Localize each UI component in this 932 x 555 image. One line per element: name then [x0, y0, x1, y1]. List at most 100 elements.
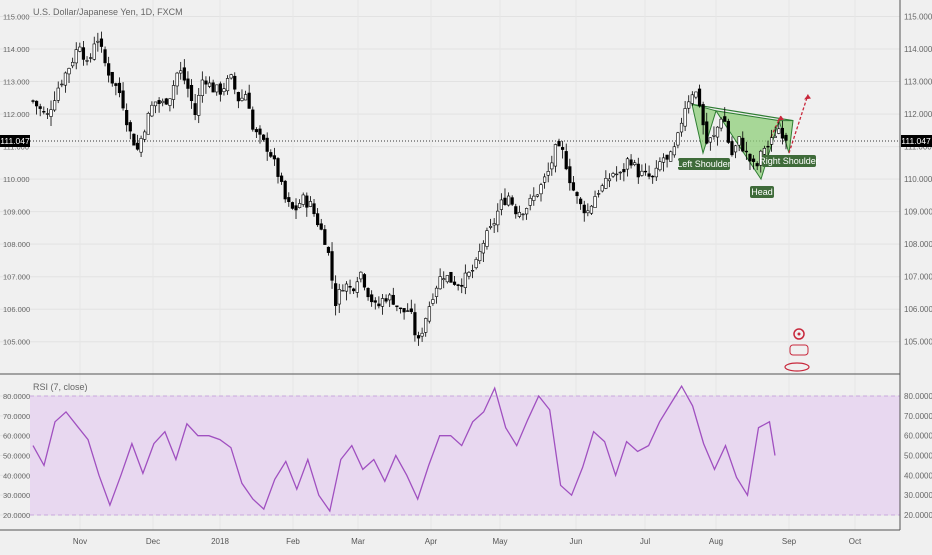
head-text: Head — [751, 187, 773, 197]
candle-down — [279, 175, 284, 182]
candle-down — [384, 298, 388, 302]
candle-up — [92, 43, 96, 60]
candle-up — [737, 136, 741, 146]
candle-down — [723, 116, 727, 122]
candle-down — [510, 197, 514, 205]
right-shoulder-label[interactable]: Right Shoulder — [759, 155, 819, 167]
candle-up — [640, 170, 644, 176]
candle-up — [424, 318, 428, 333]
candle-up — [308, 201, 313, 207]
arrow-head-icon — [777, 115, 784, 121]
candle-down — [236, 91, 240, 102]
candle-down — [571, 182, 576, 191]
candle-up — [175, 72, 179, 87]
candle-down — [647, 173, 651, 177]
candle-up — [589, 205, 594, 214]
candle-down — [157, 100, 161, 104]
left-shoulder-label[interactable]: Left Shoulder — [677, 158, 731, 170]
candle-up — [139, 138, 143, 153]
candle-up — [492, 223, 496, 226]
rsi-tick-label: 40.0000 — [904, 471, 932, 480]
candle-up — [535, 194, 540, 197]
candle-down — [330, 251, 334, 281]
chart-tool-icons[interactable] — [784, 328, 810, 372]
candle-up — [690, 94, 694, 104]
price-tick-label-left: 115.000 — [3, 13, 30, 22]
candle-up — [669, 151, 673, 162]
candle-down — [110, 71, 114, 84]
candle-up — [341, 290, 345, 292]
candle-up — [633, 162, 637, 166]
rsi-tick-label: 80.0000 — [904, 392, 932, 401]
candle-down — [452, 281, 457, 285]
candle-down — [117, 82, 122, 94]
candle-down — [561, 147, 565, 150]
candle-up — [442, 278, 446, 281]
time-tick-label: Jul — [640, 537, 650, 546]
candle-down — [290, 202, 295, 209]
price-tick-label-left: 107.000 — [3, 273, 30, 282]
price-tick-label: 112.000 — [904, 110, 932, 119]
candle-up — [611, 173, 615, 177]
candle-up — [687, 101, 691, 109]
head-shoulders-pattern[interactable] — [691, 94, 811, 181]
candle-down — [643, 170, 648, 173]
candle-down — [319, 223, 323, 230]
candle-up — [607, 178, 612, 182]
rsi-y-axis[interactable]: 80.0000 80.0000 70.0000 70.0000 60.0000 60.00… — [3, 392, 932, 520]
current-price-tag-left-bg — [0, 135, 30, 147]
time-tick-label: Feb — [286, 537, 300, 546]
time-x-axis[interactable]: Nov Dec 2018 Feb Mar Apr May Jun Jul Aug Sep Oct — [73, 537, 862, 546]
projection-arrow[interactable] — [770, 115, 782, 138]
candle-down — [377, 303, 381, 307]
candle-down — [370, 294, 374, 303]
candle-down — [568, 166, 572, 184]
neckline[interactable] — [691, 103, 794, 122]
arrow-head-icon — [804, 94, 811, 100]
candle-up — [298, 203, 302, 208]
candle-up — [524, 208, 529, 215]
candle-up — [467, 272, 471, 277]
candle-down — [251, 109, 255, 130]
candle-down — [258, 128, 262, 135]
candle-down — [211, 82, 215, 93]
candle-up — [683, 108, 687, 127]
rsi-title: RSI (7, close) — [33, 382, 88, 392]
candle-up — [546, 171, 550, 176]
ellipse-icon[interactable] — [784, 362, 810, 372]
candle-up — [679, 122, 684, 133]
candle-down — [766, 145, 770, 148]
candle-up — [197, 95, 201, 116]
candle-up — [463, 272, 467, 288]
candle-up — [434, 287, 439, 297]
time-tick-label: May — [492, 537, 507, 546]
current-price-tag-right: 111.047 — [901, 135, 932, 147]
candle-down — [362, 274, 367, 288]
candle-up — [712, 134, 716, 137]
candle-up — [420, 332, 424, 337]
candle-up — [179, 70, 183, 74]
candle-down — [651, 175, 655, 178]
time-tick-label: Oct — [849, 537, 862, 546]
head-label[interactable]: Head — [750, 186, 774, 198]
candle-down — [218, 83, 222, 95]
price-y-axis[interactable]: 115.000 115.000 114.000 114.000 113.000 113.0… — [3, 13, 932, 347]
candle-down — [373, 300, 377, 303]
candle-up — [56, 87, 60, 101]
price-tick-label: 111.000 — [904, 143, 932, 152]
projection-arrow[interactable] — [788, 94, 809, 154]
candle-down — [132, 133, 136, 146]
target-icon[interactable] — [793, 328, 805, 340]
price-tick-label: 109.000 — [904, 208, 932, 217]
candle-up — [615, 173, 619, 176]
candle-down — [247, 92, 251, 109]
candle-down — [697, 88, 702, 107]
badge-icon[interactable] — [789, 344, 809, 356]
candle-down — [503, 197, 507, 205]
candle-up — [600, 185, 604, 192]
candle-down — [575, 192, 579, 197]
candle-down — [334, 283, 338, 306]
candle-down — [204, 80, 208, 85]
